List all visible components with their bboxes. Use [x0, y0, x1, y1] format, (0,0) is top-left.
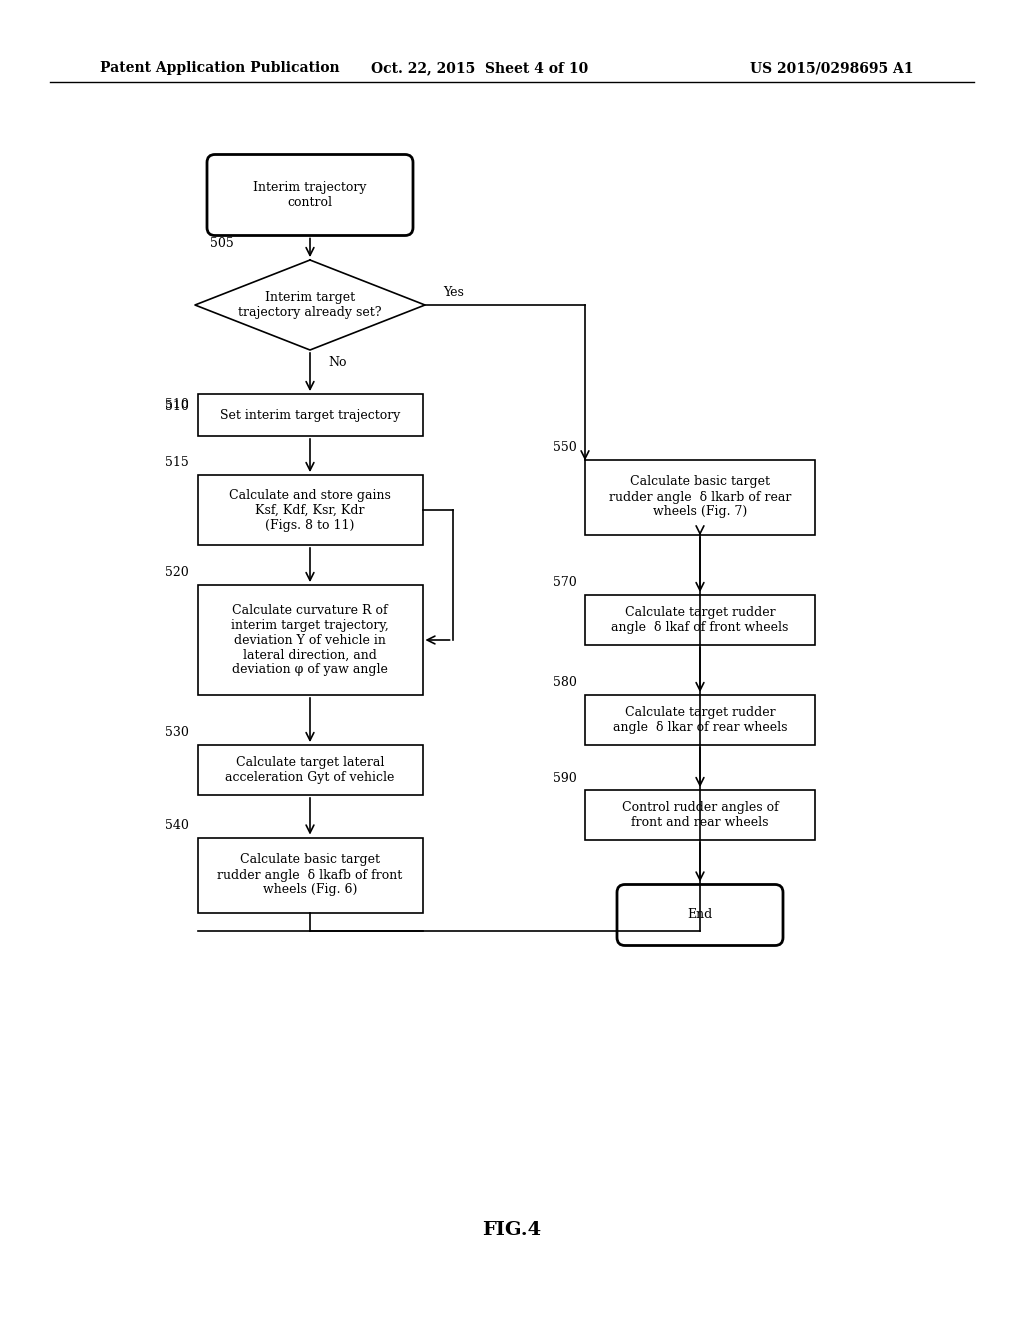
Text: No: No: [328, 355, 346, 368]
Text: Calculate basic target
rudder angle  δ lkafb of front
wheels (Fig. 6): Calculate basic target rudder angle δ lk…: [217, 854, 402, 896]
Text: Calculate target lateral
acceleration Gyt of vehicle: Calculate target lateral acceleration Gy…: [225, 756, 394, 784]
Text: FIG.4: FIG.4: [482, 1221, 542, 1239]
Text: Control rudder angles of
front and rear wheels: Control rudder angles of front and rear …: [622, 801, 778, 829]
Text: Oct. 22, 2015  Sheet 4 of 10: Oct. 22, 2015 Sheet 4 of 10: [372, 61, 589, 75]
Polygon shape: [195, 260, 425, 350]
Bar: [198, 744, 423, 795]
Text: Yes: Yes: [443, 286, 464, 300]
Bar: [585, 595, 815, 645]
Text: Interim trajectory
control: Interim trajectory control: [253, 181, 367, 209]
Text: 510: 510: [166, 400, 189, 413]
Text: Calculate curvature R of
interim target trajectory,
deviation Y of vehicle in
la: Calculate curvature R of interim target …: [231, 603, 389, 676]
Text: Calculate target rudder
angle  δ lkar of rear wheels: Calculate target rudder angle δ lkar of …: [612, 706, 787, 734]
Text: Calculate basic target
rudder angle  δ lkarb of rear
wheels (Fig. 7): Calculate basic target rudder angle δ lk…: [609, 475, 792, 519]
Text: Interim target
trajectory already set?: Interim target trajectory already set?: [239, 290, 382, 319]
Text: End: End: [687, 908, 713, 921]
Text: 570: 570: [553, 577, 577, 590]
Bar: [198, 475, 423, 545]
Text: 510: 510: [166, 399, 189, 412]
Text: 550: 550: [553, 441, 577, 454]
Text: 590: 590: [553, 771, 577, 784]
Text: 520: 520: [166, 566, 189, 579]
FancyBboxPatch shape: [617, 884, 783, 945]
Text: US 2015/0298695 A1: US 2015/0298695 A1: [750, 61, 913, 75]
Bar: [585, 459, 815, 535]
Bar: [585, 696, 815, 744]
Text: Set interim target trajectory: Set interim target trajectory: [220, 408, 400, 421]
Bar: [198, 585, 423, 696]
Text: Calculate target rudder
angle  δ lkaf of front wheels: Calculate target rudder angle δ lkaf of …: [611, 606, 788, 634]
Text: 540: 540: [166, 818, 189, 832]
Text: 515: 515: [166, 457, 189, 470]
Bar: [198, 393, 423, 436]
Text: 530: 530: [166, 726, 189, 739]
FancyBboxPatch shape: [207, 154, 413, 235]
Text: Calculate and store gains
Ksf, Kdf, Ksr, Kdr
(Figs. 8 to 11): Calculate and store gains Ksf, Kdf, Ksr,…: [229, 488, 391, 532]
Text: 505: 505: [210, 238, 233, 249]
Bar: [198, 837, 423, 912]
Text: 580: 580: [553, 676, 577, 689]
Bar: [585, 789, 815, 840]
Text: Patent Application Publication: Patent Application Publication: [100, 61, 340, 75]
